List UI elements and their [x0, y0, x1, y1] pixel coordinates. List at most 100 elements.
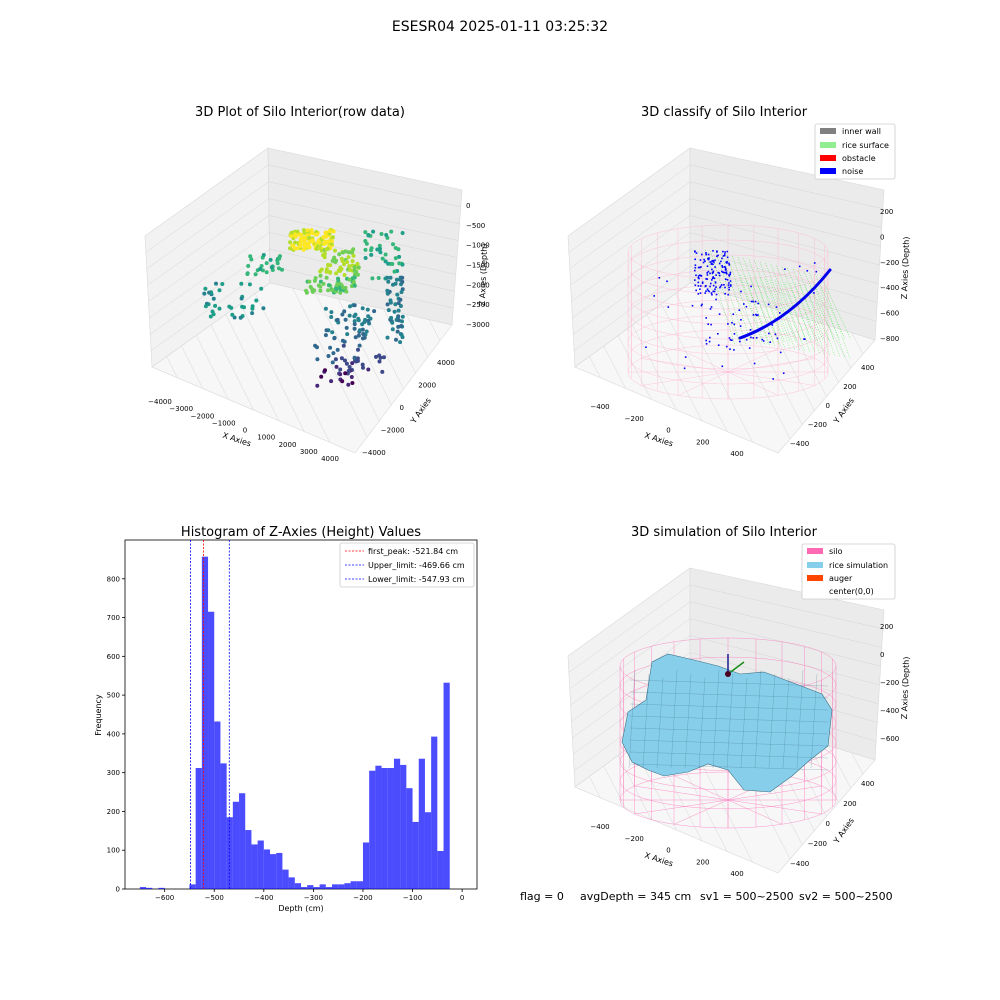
histogram-bar: [418, 758, 425, 889]
scatter-point: [347, 365, 352, 369]
mesh-line: [629, 751, 829, 759]
mesh-line: [726, 673, 734, 769]
scatter-point: [307, 235, 312, 240]
noise-point: [711, 277, 714, 279]
histogram-bar: [437, 851, 444, 889]
noise-point: [755, 314, 758, 317]
x-tick-label: −200: [625, 835, 644, 843]
noise-point: [707, 289, 709, 292]
y-tick-label: 0: [826, 402, 830, 410]
scatter-point: [352, 319, 357, 324]
x-tick-label: 0: [666, 847, 670, 855]
scatter-point: [385, 335, 390, 340]
histogram-bar: [381, 768, 388, 889]
scatter-point: [370, 276, 375, 281]
rice-surface-strand: [715, 252, 747, 345]
scatter-point: [329, 315, 334, 319]
figure-suptitle: ESESR04 2025-01-11 03:25:32: [392, 19, 608, 35]
scatter-point: [329, 379, 334, 384]
noise-point: [645, 346, 647, 348]
noise-point: [695, 274, 697, 277]
y-tick-label: 800: [107, 575, 120, 583]
noise-point: [666, 280, 668, 283]
scatter-point: [324, 275, 329, 280]
noise-point: [711, 268, 713, 271]
gridline: [240, 303, 305, 432]
noise-point: [701, 282, 704, 284]
gridline: [145, 164, 461, 253]
scatter-point: [356, 347, 360, 352]
legend-label-noise: noise: [842, 167, 863, 176]
scatter-point: [364, 329, 369, 334]
x-tick-label: 200: [696, 438, 709, 446]
scatter-point: [277, 266, 281, 271]
simulation-z-axis-label: Z Axies (Depth): [900, 656, 911, 719]
scatter-point: [399, 332, 404, 337]
scatter-point: [319, 267, 324, 272]
noise-point: [709, 308, 712, 310]
noise-point: [752, 300, 754, 303]
noise-point: [705, 317, 707, 319]
histogram-bar: [313, 887, 320, 889]
histogram-bar: [245, 830, 252, 889]
scatter-point: [360, 306, 365, 311]
scatter-point: [340, 379, 345, 384]
scatter-point: [319, 374, 324, 379]
scatter-point: [232, 315, 237, 320]
avg-depth-text: avgDepth = 345 cm: [580, 890, 691, 903]
histogram-legend: first_peak: -521.84 cm Upper_limit: -469…: [339, 542, 475, 588]
scatter-point: [342, 273, 347, 277]
noise-point: [749, 329, 752, 331]
histogram-bar: [270, 854, 277, 889]
simulation-legend-frame: [801, 543, 896, 600]
panel-raw-title: 3D Plot of Silo Interior(row data): [195, 105, 405, 120]
scatter-point: [326, 354, 331, 358]
x-tick-label: 2000: [279, 441, 297, 449]
scatter-point: [309, 228, 314, 233]
gridline: [782, 311, 827, 397]
gridline: [617, 335, 652, 400]
scatter-point: [344, 325, 349, 330]
scatter-point: [396, 324, 401, 329]
noise-point: [706, 274, 709, 276]
legend-label-center: center(0,0): [829, 587, 874, 596]
histogram-bar: [356, 881, 363, 889]
noise-point: [712, 271, 714, 273]
mesh-line: [629, 691, 829, 699]
scatter-point: [227, 304, 232, 309]
histogram-bar: [276, 852, 283, 889]
scatter-point: [312, 288, 317, 293]
noise-point: [711, 293, 713, 296]
scatter-point: [278, 254, 282, 259]
raw-scatter-points: [202, 228, 405, 388]
histogram-bar: [220, 763, 227, 889]
scatter-point: [293, 240, 298, 245]
scatter-point: [259, 264, 264, 268]
noise-point: [724, 251, 726, 253]
scatter-point: [361, 365, 365, 370]
gridline: [851, 752, 864, 775]
mesh-line: [712, 669, 720, 769]
center-point: [725, 671, 731, 677]
mesh-line: [629, 763, 829, 771]
legend-swatch-auger: [807, 575, 823, 581]
scatter-point: [363, 256, 368, 260]
scatter-point: [386, 308, 391, 313]
scatter-point: [397, 261, 402, 266]
noise-point: [709, 261, 712, 263]
noise-point: [712, 276, 714, 278]
silo-floor-spoke: [673, 775, 729, 801]
histogram-bar: [307, 885, 314, 889]
scatter-point: [342, 309, 347, 314]
scatter-point: [249, 257, 254, 262]
scatter-point: [352, 268, 357, 273]
scatter-point: [360, 362, 365, 367]
z-tick-label: 0: [880, 233, 884, 241]
histogram-bar: [294, 883, 301, 889]
scatter-point: [330, 235, 335, 240]
silo-floor-spoke: [727, 799, 783, 825]
scatter-point: [343, 371, 348, 376]
noise-point: [738, 309, 741, 311]
histogram-bar: [325, 887, 332, 889]
x-tick-label: 4000: [321, 455, 339, 463]
